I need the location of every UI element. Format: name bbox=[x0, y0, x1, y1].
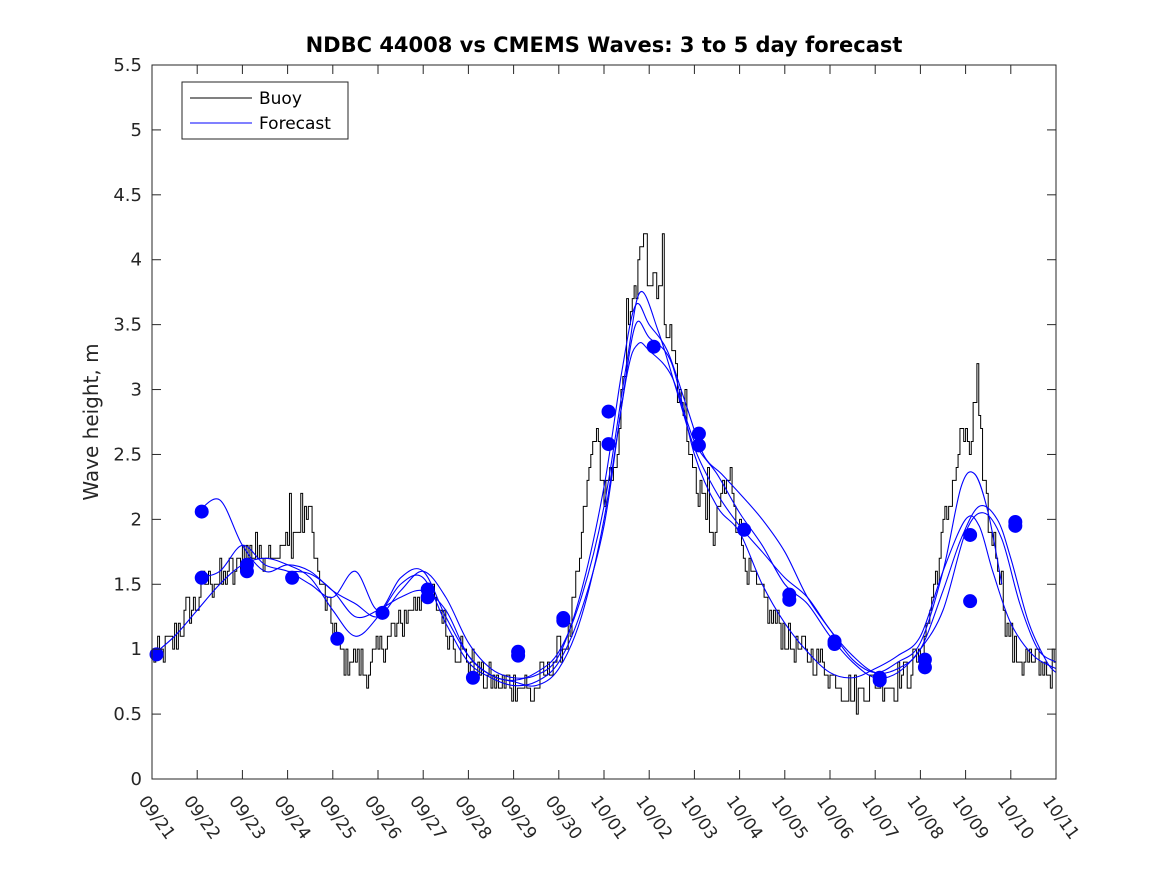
y-axis-label: Wave height, m bbox=[79, 343, 103, 500]
x-tick-label-5: 09/26 bbox=[360, 792, 405, 843]
legend-box bbox=[181, 81, 349, 140]
forecast-marker-1 bbox=[149, 647, 164, 662]
forecast-marker-23 bbox=[782, 592, 797, 607]
y-tick-label-9: 4.5 bbox=[113, 185, 142, 206]
x-tick-label-15: 10/06 bbox=[812, 792, 857, 843]
x-tick-label-0: 09/21 bbox=[134, 792, 179, 843]
x-tick-label-10: 10/01 bbox=[586, 792, 631, 843]
x-tick-label-4: 09/25 bbox=[315, 792, 360, 843]
x-tick-label-11: 10/02 bbox=[631, 792, 676, 843]
y-tick-label-3: 1.5 bbox=[113, 574, 142, 595]
x-tick-label-12: 10/03 bbox=[676, 792, 721, 843]
forecast-marker-3 bbox=[194, 570, 209, 585]
y-tick-label-2: 1 bbox=[131, 639, 142, 660]
y-tick-label-11: 5.5 bbox=[113, 55, 142, 76]
buoy-series-line bbox=[152, 233, 1056, 715]
forecast-marker-21 bbox=[737, 522, 752, 537]
x-tick-label-7: 09/28 bbox=[450, 792, 495, 843]
forecast-marker-16 bbox=[601, 404, 616, 419]
x-tick-label-6: 09/27 bbox=[405, 792, 450, 843]
forecast-marker-18 bbox=[646, 339, 661, 354]
forecast-marker-27 bbox=[872, 673, 887, 688]
forecast-marker-17 bbox=[601, 437, 616, 452]
y-tick-label-10: 5 bbox=[131, 120, 142, 141]
forecast-marker-29 bbox=[917, 660, 932, 675]
forecast-marker-8 bbox=[375, 605, 390, 620]
forecast-marker-20 bbox=[691, 438, 706, 453]
forecast-marker-19 bbox=[691, 426, 706, 441]
x-tick-label-17: 10/08 bbox=[902, 792, 947, 843]
forecast-marker-13 bbox=[511, 648, 526, 663]
x-tick-label-19: 10/10 bbox=[993, 792, 1038, 843]
x-tick-label-9: 09/30 bbox=[541, 792, 586, 843]
forecast-marker-10 bbox=[420, 590, 435, 605]
y-tick-label-6: 3 bbox=[131, 380, 142, 401]
y-tick-label-1: 0.5 bbox=[113, 704, 142, 725]
x-tick-label-20: 10/11 bbox=[1038, 792, 1083, 843]
y-tick-label-8: 4 bbox=[131, 250, 142, 271]
x-tick-label-13: 10/04 bbox=[722, 792, 767, 843]
forecast-marker-5 bbox=[239, 564, 254, 579]
forecast-series-line-3 bbox=[196, 302, 1003, 679]
plot-area bbox=[149, 65, 1056, 779]
forecast-series-line-2 bbox=[197, 342, 1056, 687]
legend: Buoy Forecast bbox=[181, 81, 349, 140]
x-tick-label-8: 09/29 bbox=[496, 792, 541, 843]
x-tick-label-2: 09/23 bbox=[224, 792, 269, 843]
y-tick-label-5: 2.5 bbox=[113, 444, 142, 465]
forecast-marker-25 bbox=[827, 636, 842, 651]
x-tick-label-3: 09/24 bbox=[270, 792, 315, 843]
plot-background bbox=[152, 65, 1056, 779]
y-tick-label-7: 3.5 bbox=[113, 315, 142, 336]
forecast-marker-15 bbox=[556, 611, 571, 626]
x-tick-label-1: 09/22 bbox=[179, 792, 224, 843]
forecast-marker-2 bbox=[194, 504, 209, 519]
x-tick-label-14: 10/05 bbox=[767, 792, 812, 843]
forecast-marker-31 bbox=[963, 594, 978, 609]
y-tick-label-0: 0 bbox=[131, 769, 142, 790]
forecast-marker-6 bbox=[285, 570, 300, 585]
x-tick-label-18: 10/09 bbox=[948, 792, 993, 843]
forecast-marker-30 bbox=[963, 527, 978, 542]
forecast-marker-7 bbox=[330, 631, 345, 646]
legend-buoy-label: Buoy bbox=[259, 89, 302, 109]
chart-title: NDBC 44008 vs CMEMS Waves: 3 to 5 day fo… bbox=[306, 33, 903, 57]
forecast-marker-11 bbox=[465, 670, 480, 685]
forecast-marker-33 bbox=[1008, 518, 1023, 533]
legend-forecast-label: Forecast bbox=[259, 114, 331, 134]
y-tick-label-4: 2 bbox=[131, 509, 142, 530]
x-tick-label-16: 10/07 bbox=[857, 792, 902, 843]
